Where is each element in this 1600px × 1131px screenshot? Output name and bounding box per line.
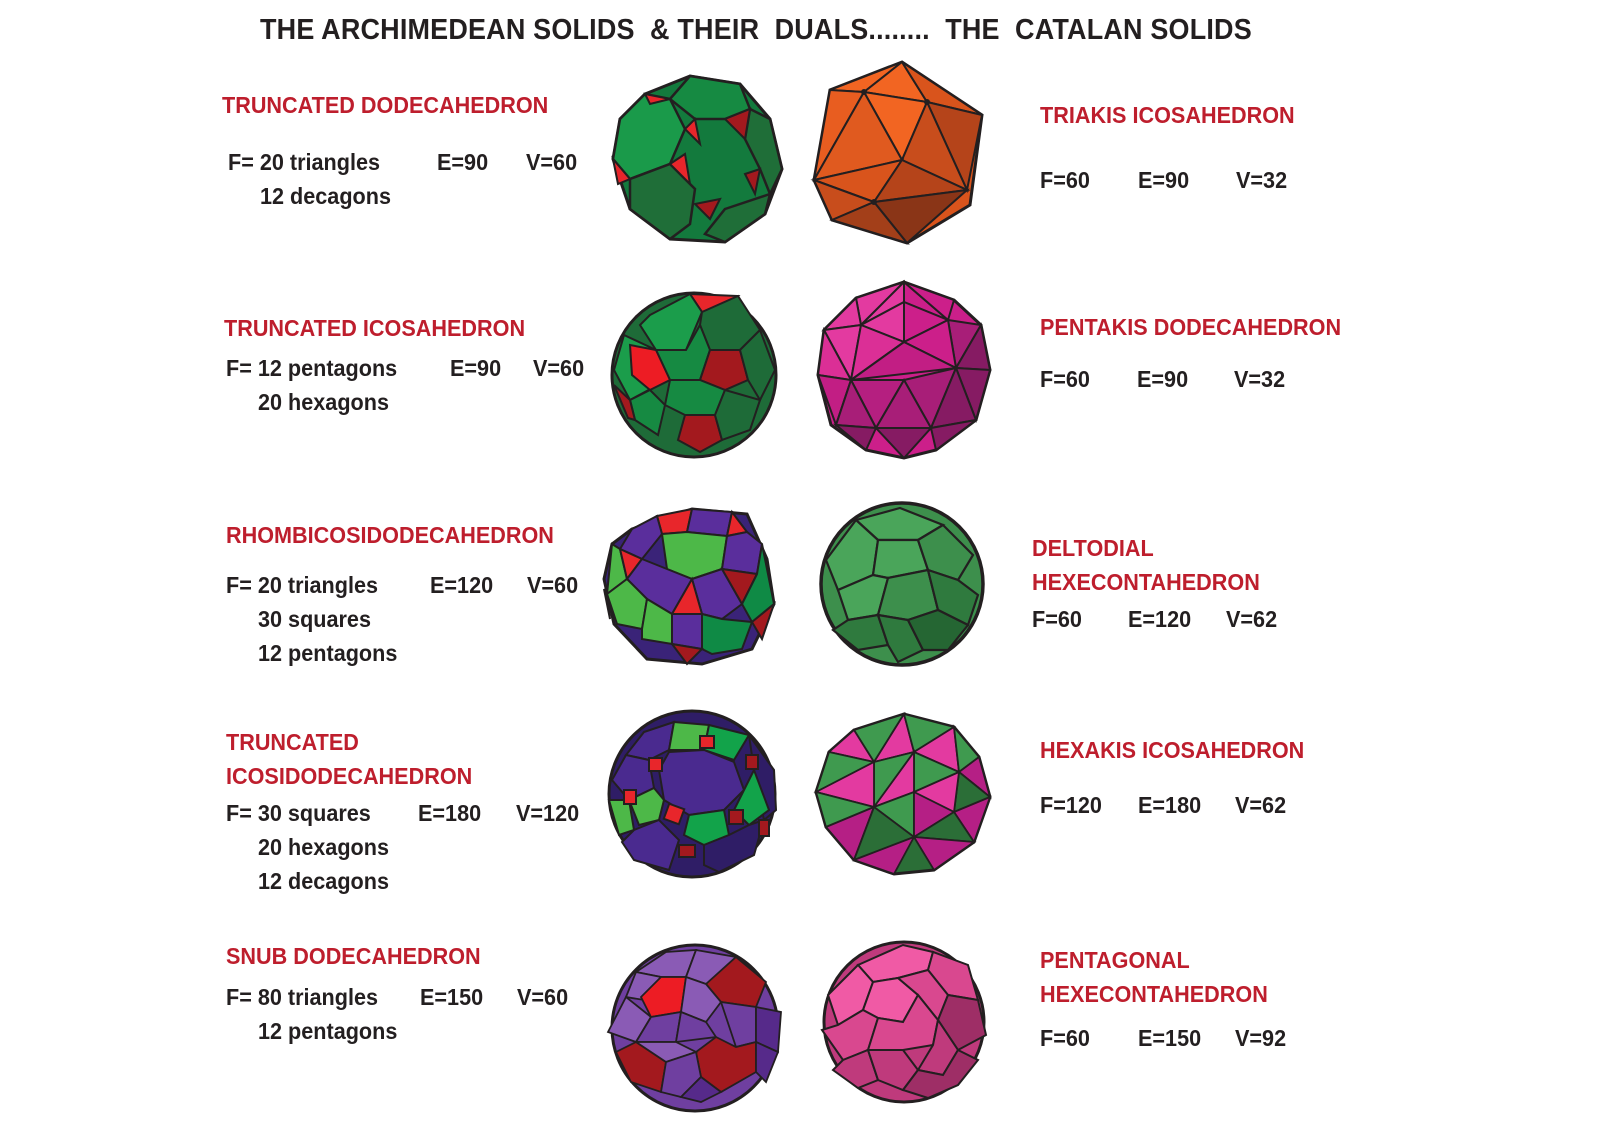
deltoidal-hexecontahedron-image <box>818 500 986 668</box>
deltoidal-hexecontahedron-edges: E=120 <box>1128 606 1192 632</box>
rhombicosidodecahedron-faces-1: F= 20 triangles <box>226 572 379 598</box>
triakis-icosahedron-vertices: V=32 <box>1236 167 1288 193</box>
triakis-icosahedron-faces: F=60 <box>1040 167 1090 193</box>
truncated-dodecahedron-faces-2: 12 decagons <box>260 183 391 209</box>
pentagonal-hexecontahedron-title-1: PENTAGONAL <box>1040 947 1190 973</box>
hexakis-icosahedron-image <box>813 711 992 877</box>
pentakis-dodecahedron-edges: E=90 <box>1137 366 1189 392</box>
pentagonal-hexecontahedron-title-2: HEXECONTAHEDRON <box>1040 981 1268 1007</box>
truncated-dodecahedron-edges: E=90 <box>437 149 489 175</box>
truncated-icosahedron-image <box>610 290 778 460</box>
truncated-icosahedron-faces-1: F= 12 pentagons <box>226 355 398 381</box>
deltoidal-hexecontahedron-title-1: DELTODIAL <box>1032 535 1154 561</box>
deltoidal-hexecontahedron-faces: F=60 <box>1032 606 1082 632</box>
truncated-icosahedron-faces-2: 20 hexagons <box>258 389 389 415</box>
snub-dodecahedron-title: SNUB DODECAHEDRON <box>226 943 481 969</box>
rhombicosidodecahedron-image <box>602 504 778 666</box>
rhombicosidodecahedron-faces-3: 12 pentagons <box>258 640 398 666</box>
truncated-icosidodecahedron-edges: E=180 <box>418 800 482 826</box>
truncated-dodecahedron-faces-1: F= 20 triangles <box>228 149 381 175</box>
triakis-icosahedron-title: TRIAKIS ICOSAHEDRON <box>1040 102 1295 128</box>
truncated-icosidodecahedron-faces-2: 20 hexagons <box>258 834 389 860</box>
truncated-icosidodecahedron-faces-1: F= 30 squares <box>226 800 371 826</box>
pentakis-dodecahedron-vertices: V=32 <box>1234 366 1286 392</box>
truncated-icosahedron-vertices: V=60 <box>533 355 585 381</box>
truncated-icosidodecahedron-title-2: ICOSIDODECAHEDRON <box>226 763 473 789</box>
rhombicosidodecahedron-title: RHOMBICOSIDODECAHEDRON <box>226 522 554 548</box>
snub-dodecahedron-faces-2: 12 pentagons <box>258 1018 398 1044</box>
pentagonal-hexecontahedron-edges: E=150 <box>1138 1025 1202 1051</box>
hexakis-icosahedron-vertices: V=62 <box>1235 792 1287 818</box>
triakis-icosahedron-edges: E=90 <box>1138 167 1190 193</box>
truncated-icosidodecahedron-faces-3: 12 decagons <box>258 868 389 894</box>
truncated-icosidodecahedron-image <box>604 709 780 879</box>
snub-dodecahedron-vertices: V=60 <box>517 984 569 1010</box>
pentagonal-hexecontahedron-image <box>818 940 990 1104</box>
truncated-icosahedron-title: TRUNCATED ICOSAHEDRON <box>224 315 526 341</box>
deltoidal-hexecontahedron-vertices: V=62 <box>1226 606 1278 632</box>
hexakis-icosahedron-title: HEXAKIS ICOSAHEDRON <box>1040 737 1305 763</box>
pentakis-dodecahedron-title: PENTAKIS DODECAHEDRON <box>1040 314 1342 340</box>
truncated-dodecahedron-image <box>610 74 785 244</box>
hexakis-icosahedron-edges: E=180 <box>1138 792 1202 818</box>
pentakis-dodecahedron-image <box>816 279 992 460</box>
rhombicosidodecahedron-vertices: V=60 <box>527 572 579 598</box>
page-title: THE ARCHIMEDEAN SOLIDS & THEIR DUALS....… <box>260 14 1252 46</box>
snub-dodecahedron-edges: E=150 <box>420 984 484 1010</box>
truncated-icosidodecahedron-vertices: V=120 <box>516 800 580 826</box>
triakis-icosahedron-image <box>810 60 990 245</box>
rhombicosidodecahedron-edges: E=120 <box>430 572 494 598</box>
truncated-icosahedron-edges: E=90 <box>450 355 502 381</box>
pentagonal-hexecontahedron-vertices: V=92 <box>1235 1025 1287 1051</box>
truncated-dodecahedron-title: TRUNCATED DODECAHEDRON <box>222 92 549 118</box>
snub-dodecahedron-faces-1: F= 80 triangles <box>226 984 379 1010</box>
rhombicosidodecahedron-faces-2: 30 squares <box>258 606 371 632</box>
hexakis-icosahedron-faces: F=120 <box>1040 792 1102 818</box>
pentagonal-hexecontahedron-faces: F=60 <box>1040 1025 1090 1051</box>
snub-dodecahedron-image <box>606 942 784 1113</box>
pentakis-dodecahedron-faces: F=60 <box>1040 366 1090 392</box>
truncated-dodecahedron-vertices: V=60 <box>526 149 578 175</box>
deltoidal-hexecontahedron-title-2: HEXECONTAHEDRON <box>1032 569 1260 595</box>
truncated-icosidodecahedron-title-1: TRUNCATED <box>226 729 359 755</box>
